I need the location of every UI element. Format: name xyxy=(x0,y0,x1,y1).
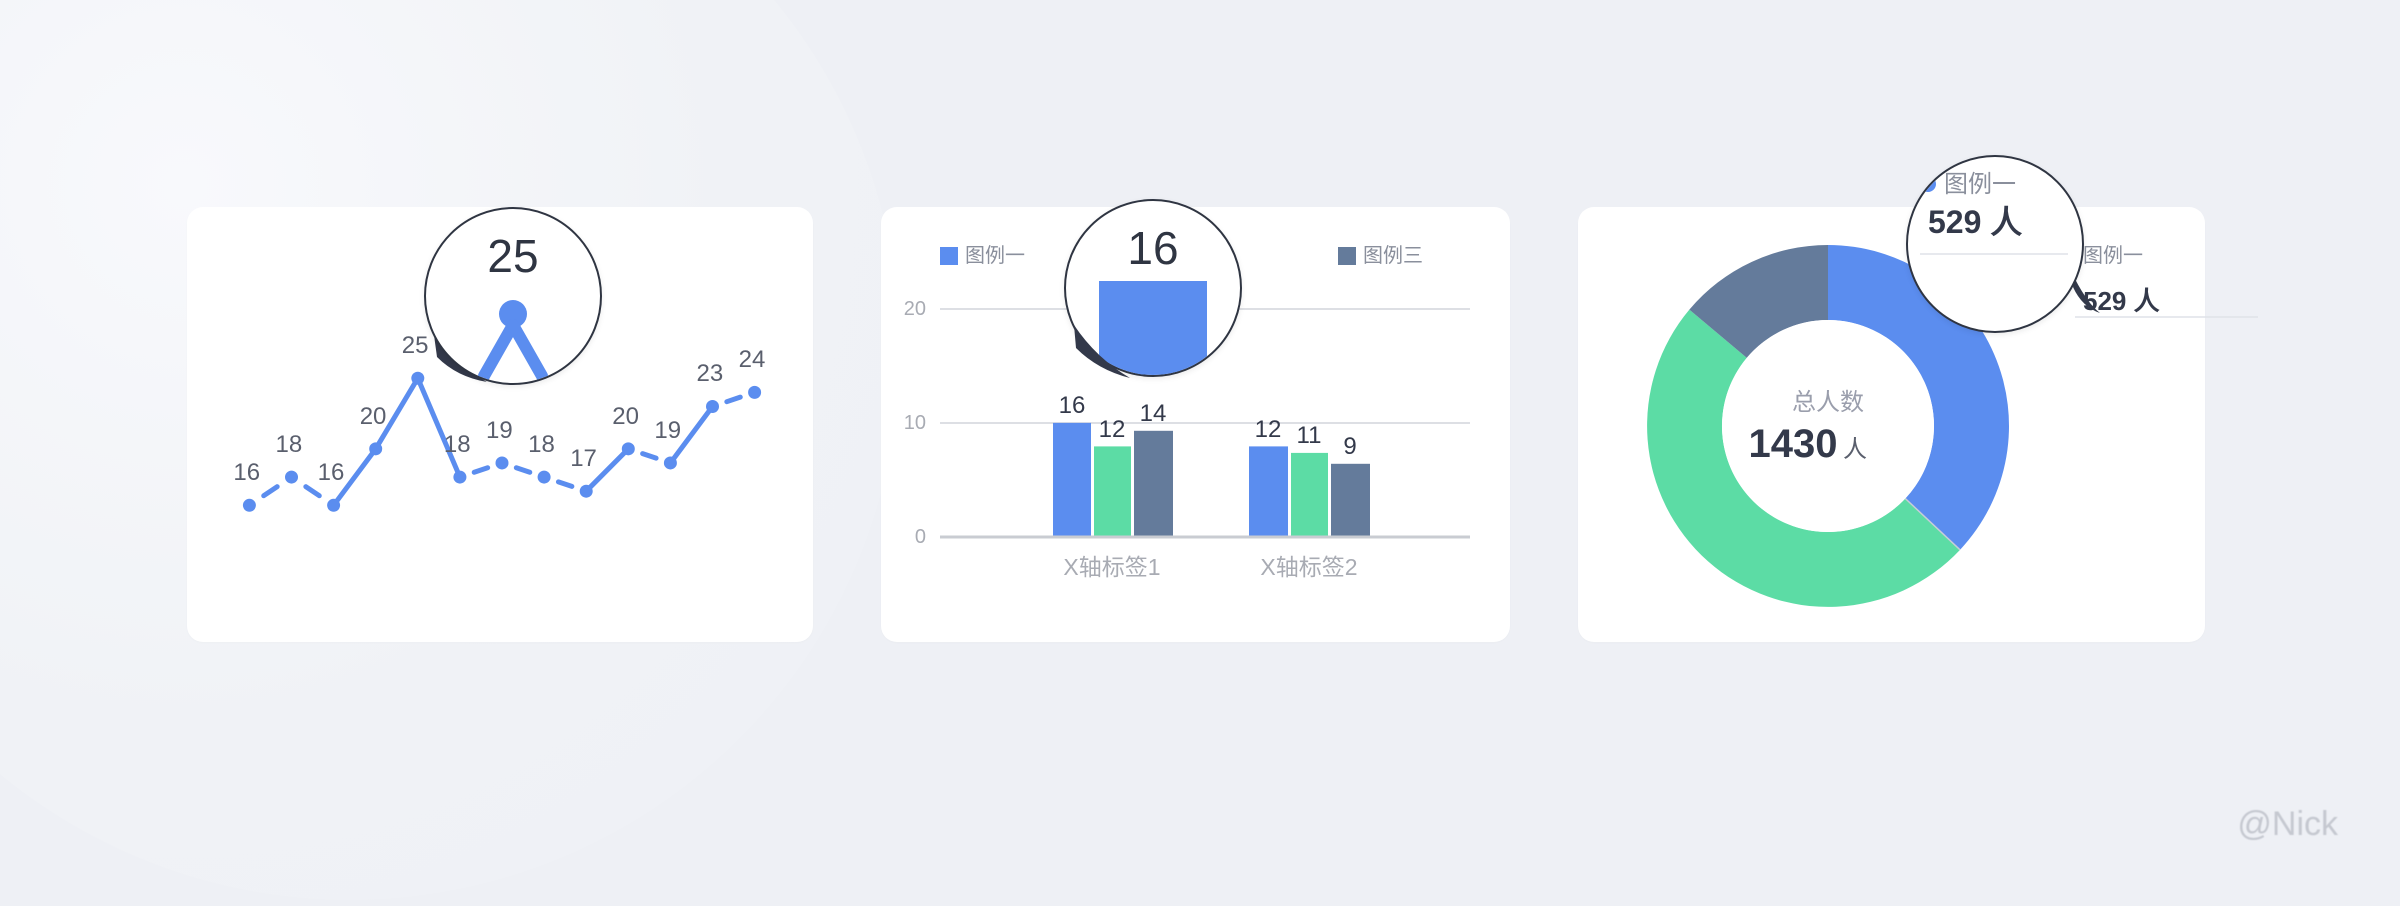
svg-text:图例一: 图例一 xyxy=(2083,244,2143,267)
svg-text:529 人: 529 人 xyxy=(1928,204,2022,240)
svg-text:图例一: 图例一 xyxy=(1944,171,2016,198)
svg-text:529 人: 529 人 xyxy=(2083,286,2160,316)
svg-text:25: 25 xyxy=(487,230,538,282)
